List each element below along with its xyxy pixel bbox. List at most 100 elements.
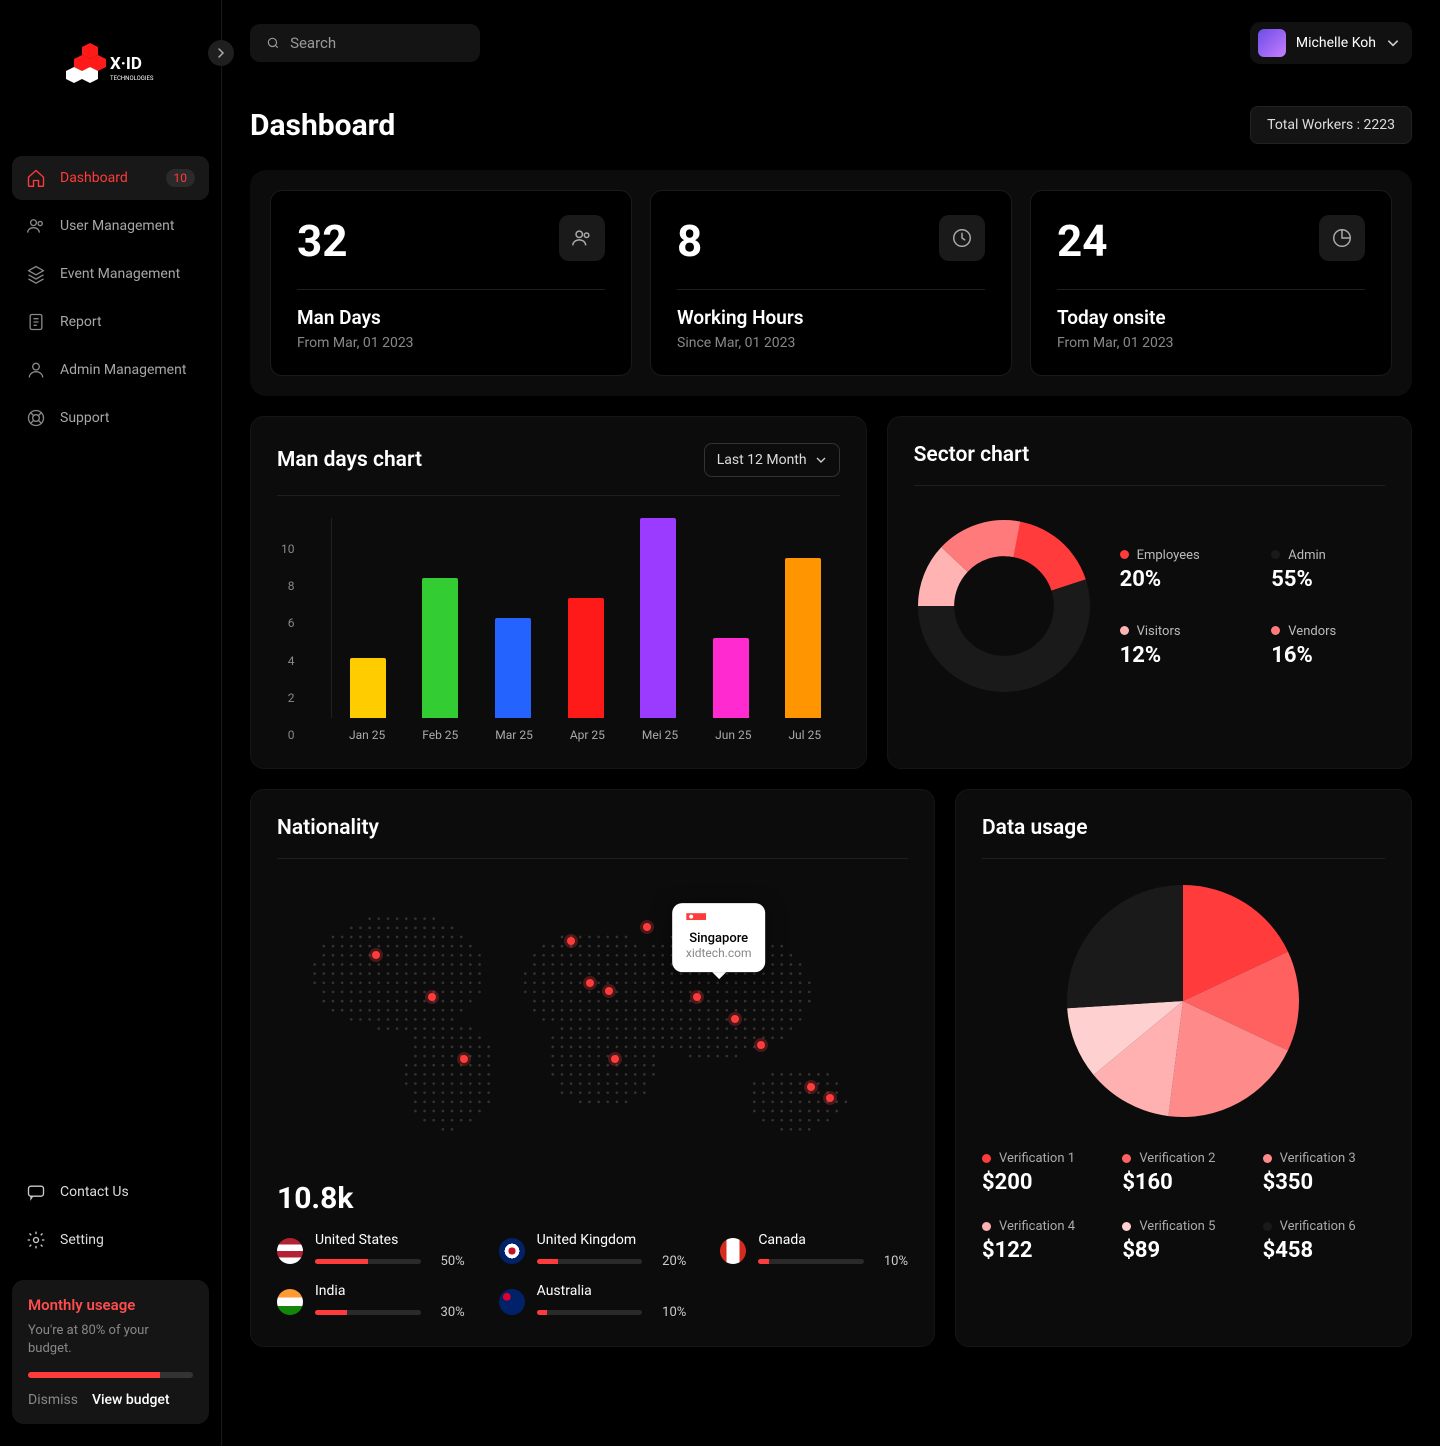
stat-card: 8 Working Hours Since Mar, 01 2023	[650, 190, 1012, 376]
bar-label: Apr 25	[570, 728, 605, 742]
sidebar: X·ID TECHNOLOGIES Dashboard 10 User Mana…	[0, 0, 222, 1446]
data-usage-legend-item: Verification 4 $122	[982, 1219, 1104, 1263]
map-pin	[460, 1055, 468, 1063]
sidebar-item-user-management[interactable]: User Management	[12, 204, 209, 248]
stat-label: Working Hours	[677, 306, 985, 329]
sector-legend-item: Visitors 12%	[1120, 620, 1234, 668]
man-days-period-selector[interactable]: Last 12 Month	[704, 443, 840, 477]
sidebar-item-setting[interactable]: Setting	[12, 1218, 209, 1262]
flag-icon	[499, 1238, 525, 1264]
sector-legend-item: Vendors 16%	[1271, 620, 1385, 668]
bar-chart-y-axis: 1086420	[281, 542, 301, 742]
chevron-right-icon	[215, 47, 227, 59]
data-usage-legend-item: Verification 6 $458	[1263, 1219, 1385, 1263]
nationality-total: 10.8k	[277, 1181, 908, 1216]
clock-icon	[939, 215, 985, 261]
bar-chart-plot	[331, 518, 840, 718]
flag-icon	[720, 1238, 746, 1264]
nationality-name: Canada	[758, 1232, 908, 1248]
bar-label: Jun 25	[715, 728, 751, 742]
nationality-name: Australia	[537, 1283, 687, 1299]
bar	[713, 638, 749, 718]
flag-icon	[277, 1238, 303, 1264]
user-menu[interactable]: Michelle Koh	[1250, 22, 1412, 64]
stat-value: 8	[677, 215, 702, 267]
nationality-percent: 30%	[431, 1305, 465, 1320]
bar	[350, 658, 386, 718]
sidebar-item-event-management[interactable]: Event Management	[12, 252, 209, 296]
document-icon	[26, 312, 46, 332]
nationality-percent: 10%	[652, 1305, 686, 1320]
tooltip-country: Singapore	[686, 931, 752, 946]
lifebuoy-icon	[26, 408, 46, 428]
search-icon	[266, 35, 280, 51]
sidebar-item-admin-management[interactable]: Admin Management	[12, 348, 209, 392]
data-usage-card: Data usage Verification 1 $200 Verificat…	[955, 789, 1412, 1347]
users-icon	[26, 216, 46, 236]
nationality-card: Nationality Singapore xidtech.com 10.8k …	[250, 789, 935, 1347]
map-tooltip: Singapore xidtech.com	[672, 903, 766, 972]
brand-logo: X·ID TECHNOLOGIES	[59, 22, 163, 126]
sidebar-item-label: Dashboard	[60, 170, 128, 186]
bar-label: Jan 25	[349, 728, 385, 742]
bar-label: Mar 25	[495, 728, 533, 742]
man-days-chart-card: Man days chart Last 12 Month 1086420 Jan…	[250, 416, 867, 769]
sector-legend-item: Employees 20%	[1120, 544, 1234, 592]
stat-card: 24 Today onsite From Mar, 01 2023	[1030, 190, 1392, 376]
usage-view-budget-button[interactable]: View budget	[92, 1392, 170, 1408]
stat-sub: From Mar, 01 2023	[1057, 335, 1365, 351]
map-pin	[807, 1083, 815, 1091]
layers-icon	[26, 264, 46, 284]
nationality-item: India 30%	[277, 1283, 465, 1320]
nationality-item: United States 50%	[277, 1232, 465, 1269]
usage-dismiss-button[interactable]: Dismiss	[28, 1392, 78, 1408]
stat-label: Today onsite	[1057, 306, 1365, 329]
search-box[interactable]	[250, 24, 480, 62]
bar	[568, 598, 604, 718]
nationality-percent: 50%	[431, 1254, 465, 1269]
main-content: Michelle Koh Dashboard Total Workers : 2…	[222, 0, 1440, 1446]
sidebar-item-label: Event Management	[60, 266, 180, 282]
sidebar-toggle-button[interactable]	[208, 40, 234, 66]
bar	[785, 558, 821, 718]
dot-map-icon	[277, 881, 908, 1161]
flag-icon	[686, 913, 752, 927]
bar-label: Feb 25	[422, 728, 458, 742]
page-header: Dashboard Total Workers : 2223	[250, 106, 1412, 144]
nationality-name: United Kingdom	[537, 1232, 687, 1248]
gear-icon	[26, 1230, 46, 1250]
sidebar-item-dashboard[interactable]: Dashboard 10	[12, 156, 209, 200]
stat-value: 32	[297, 215, 348, 267]
data-usage-legend-item: Verification 2 $160	[1122, 1151, 1244, 1195]
sidebar-item-support[interactable]: Support	[12, 396, 209, 440]
search-input[interactable]	[290, 34, 464, 52]
chevron-down-icon	[815, 454, 827, 466]
sidebar-item-contact-us[interactable]: Contact Us	[12, 1170, 209, 1214]
sidebar-footer: Contact Us Setting Monthly useage You're…	[12, 1170, 209, 1424]
nationality-name: India	[315, 1283, 465, 1299]
stats-row: 32 Man Days From Mar, 01 2023 8 Working …	[250, 170, 1412, 396]
map-pin	[643, 923, 651, 931]
bar-label: Jul 25	[788, 728, 821, 742]
sidebar-footer-label: Contact Us	[60, 1184, 129, 1200]
nationality-item: United Kingdom 20%	[499, 1232, 687, 1269]
stat-label: Man Days	[297, 306, 605, 329]
flag-icon	[277, 1289, 303, 1315]
stat-card: 32 Man Days From Mar, 01 2023	[270, 190, 632, 376]
bar-label: Mei 25	[642, 728, 678, 742]
data-usage-title: Data usage	[982, 816, 1385, 840]
data-usage-legend-item: Verification 5 $89	[1122, 1219, 1244, 1263]
nationality-list: United States 50% United Kingdom 20% Can…	[277, 1232, 908, 1320]
sidebar-item-label: Support	[60, 410, 109, 426]
nationality-percent: 20%	[652, 1254, 686, 1269]
nationality-title: Nationality	[277, 816, 908, 840]
svg-text:X·ID: X·ID	[110, 54, 142, 74]
sidebar-badge: 10	[166, 169, 196, 187]
sidebar-item-label: Admin Management	[60, 362, 186, 378]
map-pin	[826, 1094, 834, 1102]
nationality-percent: 10%	[874, 1254, 908, 1269]
pie-slice	[1067, 885, 1183, 1008]
pie-icon	[1319, 215, 1365, 261]
sidebar-item-report[interactable]: Report	[12, 300, 209, 344]
avatar	[1258, 29, 1286, 57]
